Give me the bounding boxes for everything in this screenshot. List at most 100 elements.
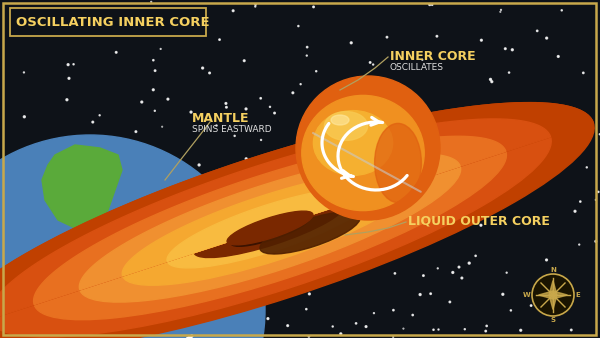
Text: N: N [550,267,556,273]
Text: W: W [523,292,531,298]
Point [302,53,311,58]
Point [502,270,511,275]
Point [570,209,580,214]
Point [542,257,551,263]
Point [37,333,46,338]
Point [319,267,329,272]
Point [156,46,166,52]
Point [205,70,214,76]
Ellipse shape [302,95,424,211]
Point [265,104,275,110]
Point [25,217,35,223]
Point [446,109,456,114]
Point [429,327,439,333]
Polygon shape [539,291,553,299]
Point [164,248,173,254]
Point [194,162,204,168]
Point [220,323,229,329]
Point [488,116,498,121]
Ellipse shape [331,115,349,125]
Ellipse shape [108,182,432,308]
Point [432,33,442,39]
Ellipse shape [0,103,594,338]
Polygon shape [100,282,142,320]
Point [549,146,559,151]
Point [150,68,160,73]
Point [496,7,506,13]
Point [148,226,158,232]
Point [553,54,563,59]
Point [302,307,311,312]
Point [481,329,491,334]
Point [151,221,160,226]
Text: S: S [551,317,556,323]
Point [578,70,588,76]
Point [530,181,539,186]
Point [476,222,486,228]
Point [369,310,379,316]
Polygon shape [167,188,373,261]
Point [186,110,196,115]
Point [304,334,314,338]
Point [434,327,443,332]
Ellipse shape [325,112,368,140]
Point [518,120,528,125]
Point [233,285,243,290]
Ellipse shape [231,216,309,246]
Circle shape [532,274,574,316]
Ellipse shape [108,174,432,300]
Point [591,239,600,244]
Text: LIQUID OUTER CORE: LIQUID OUTER CORE [408,215,550,228]
Point [104,334,113,338]
Ellipse shape [108,169,432,295]
Point [167,217,177,223]
Point [482,323,491,329]
Point [40,322,50,328]
Point [346,40,356,46]
Point [146,0,156,4]
Point [241,156,251,162]
Ellipse shape [122,171,418,285]
Point [302,44,312,50]
Point [426,291,436,296]
Point [334,102,344,108]
Point [256,96,265,101]
Ellipse shape [374,123,421,202]
Ellipse shape [79,154,461,302]
Point [64,62,73,67]
Ellipse shape [167,188,373,268]
Text: OSCILLATES: OSCILLATES [390,63,444,72]
Point [457,113,467,118]
Polygon shape [79,154,460,290]
Point [575,199,585,204]
Point [75,202,85,208]
Polygon shape [0,119,551,319]
Point [69,62,79,67]
Point [63,321,73,327]
Ellipse shape [108,175,432,301]
Point [498,292,508,297]
Point [234,287,244,293]
Ellipse shape [108,170,432,296]
Point [364,93,374,98]
Point [221,101,231,106]
Point [148,87,158,93]
Point [82,239,92,244]
Point [504,70,514,75]
Point [339,195,349,201]
Point [471,253,481,259]
Ellipse shape [228,217,312,250]
Polygon shape [0,103,593,333]
Point [88,119,98,125]
Point [20,114,29,119]
Point [97,295,106,300]
Point [271,251,281,257]
Point [205,265,215,270]
Point [331,161,341,166]
Point [201,259,211,265]
Point [263,316,273,321]
Point [486,77,496,82]
Polygon shape [122,171,418,276]
Point [141,30,151,35]
Point [460,327,470,332]
